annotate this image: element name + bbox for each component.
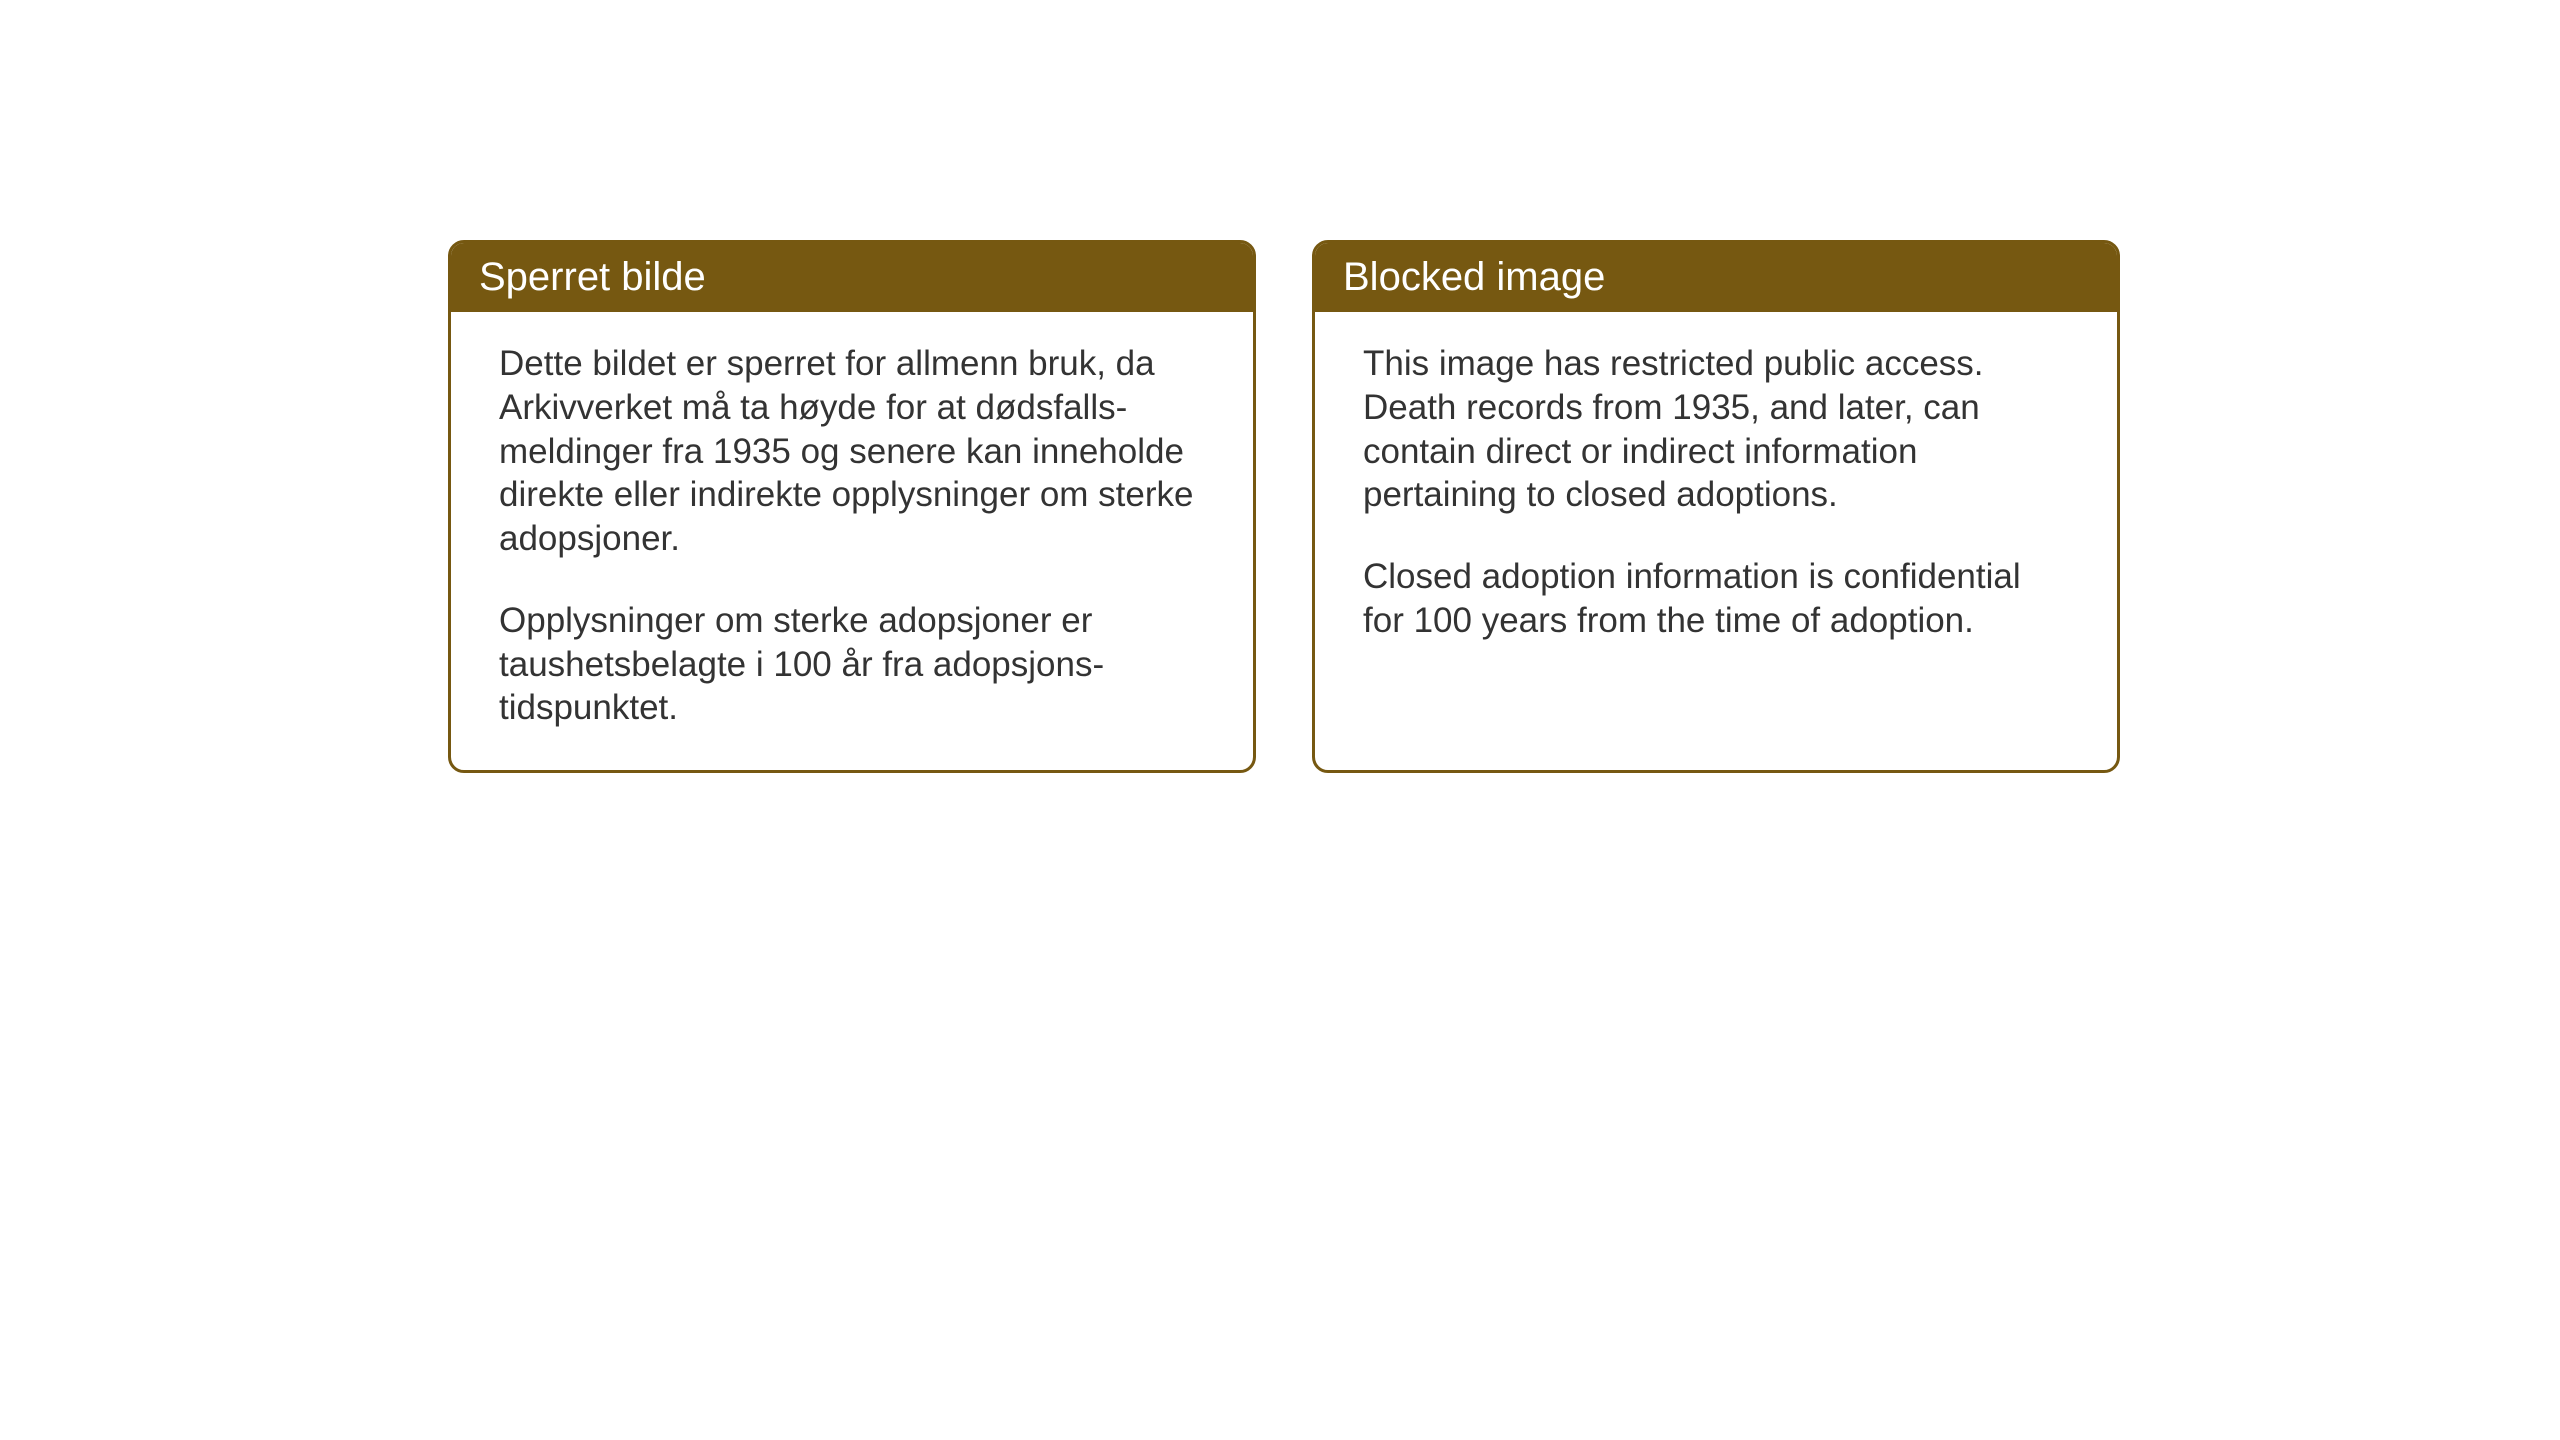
notice-container: Sperret bilde Dette bildet er sperret fo… (448, 240, 2120, 773)
card-header-english: Blocked image (1315, 243, 2117, 312)
card-paragraph-2-norwegian: Opplysninger om sterke adopsjoner er tau… (499, 599, 1205, 730)
card-header-norwegian: Sperret bilde (451, 243, 1253, 312)
card-body-norwegian: Dette bildet er sperret for allmenn bruk… (451, 312, 1253, 770)
notice-card-english: Blocked image This image has restricted … (1312, 240, 2120, 773)
card-title-english: Blocked image (1343, 255, 1605, 299)
card-paragraph-1-norwegian: Dette bildet er sperret for allmenn bruk… (499, 342, 1205, 561)
card-paragraph-2-english: Closed adoption information is confident… (1363, 555, 2069, 643)
card-paragraph-1-english: This image has restricted public access.… (1363, 342, 2069, 517)
card-title-norwegian: Sperret bilde (479, 255, 706, 299)
card-body-english: This image has restricted public access.… (1315, 312, 2117, 683)
notice-card-norwegian: Sperret bilde Dette bildet er sperret fo… (448, 240, 1256, 773)
